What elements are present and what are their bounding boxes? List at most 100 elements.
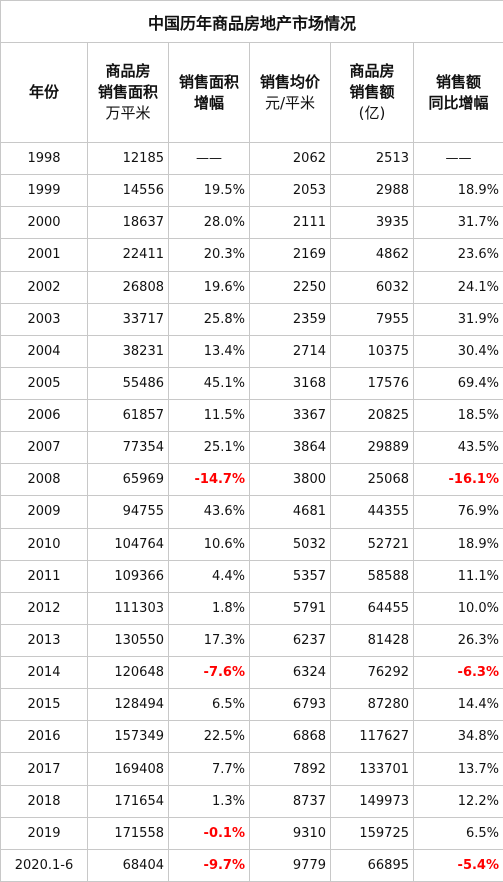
data-cell: 5032 bbox=[250, 528, 331, 561]
data-cell: 45.1% bbox=[169, 367, 250, 401]
year-cell: 2015 bbox=[1, 689, 88, 722]
data-cell: 69.4% bbox=[414, 368, 503, 401]
data-cell: 24.1% bbox=[414, 272, 503, 304]
data-cell: 18.9% bbox=[414, 175, 503, 208]
data-cell: 13.4% bbox=[169, 335, 250, 368]
data-cell: 6324 bbox=[250, 657, 331, 690]
data-cell: 20825 bbox=[331, 400, 414, 433]
year-cell: 2003 bbox=[1, 303, 88, 336]
data-cell: 12185 bbox=[88, 143, 169, 176]
data-cell: 64455 bbox=[331, 592, 414, 625]
year-cell: 2007 bbox=[1, 432, 88, 465]
data-cell: 2359 bbox=[250, 303, 331, 336]
data-cell: 171558 bbox=[88, 817, 169, 850]
data-cell: 2250 bbox=[250, 271, 331, 304]
data-cell: 6793 bbox=[250, 689, 331, 722]
data-cell: 4.4% bbox=[169, 560, 250, 593]
data-cell: 10375 bbox=[331, 335, 414, 368]
data-cell: 12.2% bbox=[414, 786, 503, 818]
data-cell: -14.7% bbox=[169, 464, 250, 497]
data-cell: 17576 bbox=[331, 367, 414, 401]
data-cell: 171654 bbox=[88, 785, 169, 818]
data-cell: 6868 bbox=[250, 721, 331, 754]
header-cell: 商品房 销售面积 万平米 bbox=[88, 43, 169, 143]
data-cell: 109366 bbox=[88, 560, 169, 593]
data-cell: 3168 bbox=[250, 367, 331, 401]
year-cell: 2016 bbox=[1, 721, 88, 754]
header-cell: 销售面积 增幅 bbox=[169, 43, 250, 143]
data-cell: 11.1% bbox=[414, 561, 503, 593]
year-cell: 2013 bbox=[1, 624, 88, 658]
data-cell: -5.4% bbox=[414, 850, 503, 882]
header-text: 销售额 bbox=[435, 72, 481, 91]
data-cell: 26808 bbox=[88, 271, 169, 304]
data-cell: 1.3% bbox=[169, 785, 250, 818]
header-text: 销售额 bbox=[349, 83, 395, 101]
data-cell: 111303 bbox=[88, 592, 169, 625]
data-cell: 31.9% bbox=[414, 304, 503, 336]
year-cell: 2018 bbox=[1, 785, 88, 818]
data-cell: 2513 bbox=[331, 143, 414, 176]
year-cell: 2017 bbox=[1, 753, 88, 786]
data-cell: 4862 bbox=[331, 239, 414, 272]
data-cell: 11.5% bbox=[169, 400, 250, 433]
header-unit: 万平米 bbox=[105, 104, 151, 122]
data-cell: 14.4% bbox=[414, 689, 503, 722]
data-cell: 19.6% bbox=[169, 271, 250, 304]
year-cell: 1998 bbox=[1, 143, 88, 176]
data-cell: 14556 bbox=[88, 175, 169, 208]
data-cell: 159725 bbox=[331, 817, 414, 850]
data-cell: 6.5% bbox=[169, 689, 250, 722]
year-cell: 2006 bbox=[1, 400, 88, 433]
data-cell: 6.5% bbox=[414, 818, 503, 850]
data-cell: 3935 bbox=[331, 207, 414, 240]
data-cell: 94755 bbox=[88, 496, 169, 529]
data-cell: 149973 bbox=[331, 785, 414, 818]
data-cell: 20.3% bbox=[169, 239, 250, 272]
year-cell: 2004 bbox=[1, 335, 88, 368]
data-cell: 7.7% bbox=[169, 753, 250, 786]
data-cell: 104764 bbox=[88, 528, 169, 561]
data-cell: 2053 bbox=[250, 175, 331, 208]
data-cell: 43.5% bbox=[414, 432, 503, 465]
data-cell: 10.0% bbox=[414, 593, 503, 625]
data-cell: 169408 bbox=[88, 753, 169, 786]
data-cell: 38231 bbox=[88, 335, 169, 368]
data-cell: 117627 bbox=[331, 721, 414, 754]
data-cell: 44355 bbox=[331, 496, 414, 529]
data-cell: 128494 bbox=[88, 689, 169, 722]
data-cell: 17.3% bbox=[169, 624, 250, 658]
data-cell: 34.8% bbox=[414, 721, 503, 754]
data-cell: 3367 bbox=[250, 400, 331, 433]
data-cell: 5357 bbox=[250, 560, 331, 593]
data-cell: 66895 bbox=[331, 849, 414, 882]
data-cell: 3800 bbox=[250, 464, 331, 497]
data-cell: 58588 bbox=[331, 560, 414, 593]
year-cell: 2012 bbox=[1, 592, 88, 625]
data-cell: -16.1% bbox=[414, 464, 503, 497]
header-text: 销售面积 bbox=[178, 72, 239, 91]
header-cell: 年份 bbox=[1, 43, 88, 143]
header-cell: 销售额 同比增幅 bbox=[414, 43, 503, 143]
data-cell: -9.7% bbox=[169, 849, 250, 882]
year-cell: 2020.1-6 bbox=[1, 849, 88, 882]
data-cell: 29889 bbox=[331, 432, 414, 465]
year-cell: 2010 bbox=[1, 528, 88, 561]
data-cell: 2714 bbox=[250, 335, 331, 368]
data-cell: 8737 bbox=[250, 785, 331, 818]
header-unit: (亿) bbox=[358, 104, 386, 122]
year-cell: 2000 bbox=[1, 207, 88, 240]
data-cell: 33717 bbox=[88, 303, 169, 336]
data-cell: 19.5% bbox=[169, 175, 250, 208]
data-cell: 22411 bbox=[88, 239, 169, 272]
data-cell: 76292 bbox=[331, 657, 414, 690]
data-cell: 65969 bbox=[88, 464, 169, 497]
data-cell: -0.1% bbox=[169, 817, 250, 850]
header-text: 同比增幅 bbox=[428, 93, 489, 112]
data-cell: 7955 bbox=[331, 303, 414, 336]
data-cell: 43.6% bbox=[169, 496, 250, 529]
data-cell: 133701 bbox=[331, 753, 414, 786]
data-cell: 77354 bbox=[88, 432, 169, 465]
data-cell: 55486 bbox=[88, 367, 169, 401]
